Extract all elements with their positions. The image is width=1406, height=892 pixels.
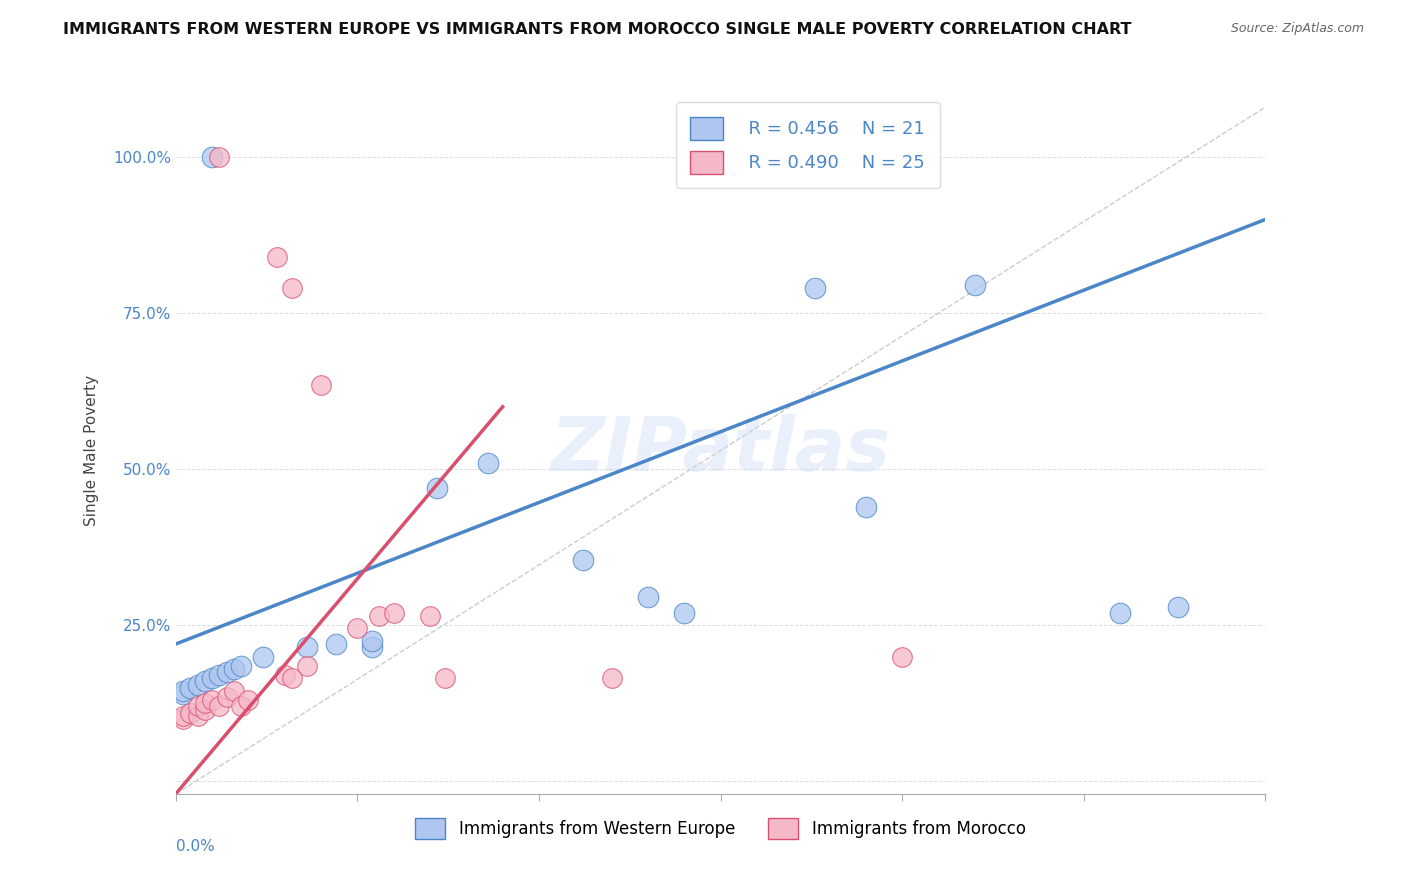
- Point: [215, 690, 238, 705]
- Point: [360, 633, 382, 648]
- Point: [309, 378, 332, 392]
- Point: [477, 456, 499, 470]
- Text: 0.0%: 0.0%: [176, 838, 215, 854]
- Text: Source: ZipAtlas.com: Source: ZipAtlas.com: [1230, 22, 1364, 36]
- Point: [963, 278, 986, 293]
- Point: [360, 640, 382, 655]
- Point: [238, 693, 260, 707]
- Point: [1167, 599, 1189, 614]
- Point: [325, 637, 347, 651]
- Point: [281, 281, 304, 295]
- Point: [295, 658, 318, 673]
- Point: [426, 481, 449, 495]
- Point: [194, 696, 217, 710]
- Point: [1109, 606, 1132, 620]
- Point: [804, 281, 827, 295]
- Point: [346, 622, 368, 636]
- Point: [231, 699, 253, 714]
- Point: [855, 500, 877, 514]
- Point: [208, 699, 231, 714]
- Point: [215, 665, 238, 680]
- Y-axis label: Single Male Poverty: Single Male Poverty: [84, 375, 98, 526]
- Point: [194, 674, 217, 689]
- Point: [222, 662, 245, 676]
- Point: [673, 606, 696, 620]
- Point: [891, 649, 914, 664]
- Point: [201, 693, 224, 707]
- Text: ZIPatlas: ZIPatlas: [551, 414, 890, 487]
- Point: [274, 668, 297, 682]
- Point: [433, 671, 456, 685]
- Point: [252, 649, 274, 664]
- Point: [710, 150, 733, 164]
- Point: [208, 668, 231, 682]
- Point: [222, 683, 245, 698]
- Point: [186, 699, 209, 714]
- Text: IMMIGRANTS FROM WESTERN EUROPE VS IMMIGRANTS FROM MOROCCO SINGLE MALE POVERTY CO: IMMIGRANTS FROM WESTERN EUROPE VS IMMIGR…: [63, 22, 1132, 37]
- Point: [600, 671, 623, 685]
- Point: [208, 150, 231, 164]
- Point: [172, 687, 194, 701]
- Point: [419, 608, 441, 623]
- Point: [179, 706, 201, 720]
- Point: [194, 703, 217, 717]
- Point: [231, 658, 253, 673]
- Point: [201, 150, 224, 164]
- Point: [281, 671, 304, 685]
- Point: [201, 671, 224, 685]
- Point: [179, 681, 201, 695]
- Point: [186, 708, 209, 723]
- Point: [382, 606, 405, 620]
- Point: [295, 640, 318, 655]
- Point: [172, 712, 194, 726]
- Point: [172, 708, 194, 723]
- Point: [637, 591, 659, 605]
- Point: [571, 552, 593, 567]
- Legend: Immigrants from Western Europe, Immigrants from Morocco: Immigrants from Western Europe, Immigran…: [408, 809, 1033, 847]
- Point: [368, 608, 391, 623]
- Point: [266, 250, 288, 264]
- Point: [186, 678, 209, 692]
- Point: [172, 683, 194, 698]
